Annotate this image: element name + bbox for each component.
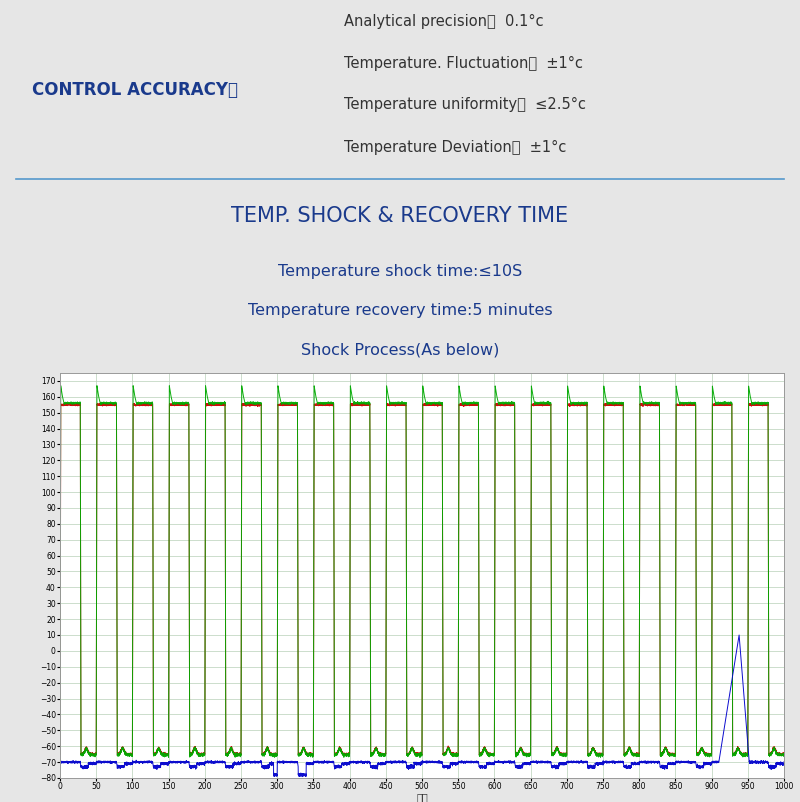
Text: Shock Process(As below): Shock Process(As below) xyxy=(301,343,499,358)
Text: Temperature shock time:≤10S: Temperature shock time:≤10S xyxy=(278,264,522,278)
Text: TEMP. SHOCK & RECOVERY TIME: TEMP. SHOCK & RECOVERY TIME xyxy=(231,206,569,226)
Text: CONTROL ACCURACY：: CONTROL ACCURACY： xyxy=(32,81,238,99)
Text: Temperature recovery time:5 minutes: Temperature recovery time:5 minutes xyxy=(248,303,552,318)
Text: Analytical precision：  0.1°c: Analytical precision： 0.1°c xyxy=(344,14,544,29)
X-axis label: 加热: 加热 xyxy=(416,792,428,802)
Text: Temperature. Fluctuation：  ±1°c: Temperature. Fluctuation： ±1°c xyxy=(344,55,583,71)
Text: Temperature uniformity：  ≤2.5°c: Temperature uniformity： ≤2.5°c xyxy=(344,97,586,112)
Text: Temperature Deviation：  ±1°c: Temperature Deviation： ±1°c xyxy=(344,140,566,156)
